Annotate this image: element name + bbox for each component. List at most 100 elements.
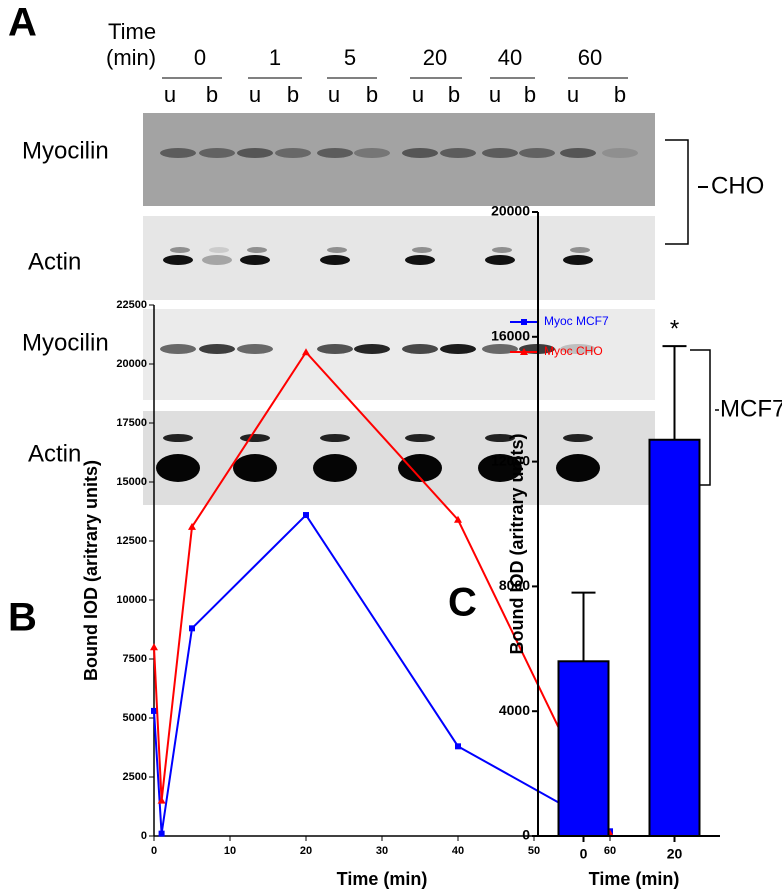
band <box>313 454 357 482</box>
band <box>440 344 476 354</box>
bracket <box>665 139 689 245</box>
band <box>237 344 273 354</box>
lane-label: b <box>287 82 299 107</box>
marker <box>158 830 165 837</box>
y-axis-title: Bound IOD (aritrary units) <box>81 460 101 681</box>
blot <box>143 309 655 400</box>
group-label: CHO <box>711 172 764 199</box>
band <box>485 255 515 265</box>
lane-label: u <box>567 82 579 107</box>
time-label: Time <box>108 19 156 44</box>
lane-label: u <box>412 82 424 107</box>
marker <box>188 522 196 530</box>
panel-label: A <box>8 1 37 45</box>
band <box>199 148 235 158</box>
band <box>320 255 350 265</box>
y-tick-label: 5000 <box>123 712 147 724</box>
marker <box>455 743 461 750</box>
marker <box>150 643 158 651</box>
band <box>354 148 390 158</box>
band <box>402 344 438 354</box>
band <box>237 148 273 158</box>
time-value: 5 <box>344 45 356 70</box>
marker <box>151 707 157 714</box>
lane-label: b <box>448 82 460 107</box>
band <box>602 148 638 158</box>
band <box>482 148 518 158</box>
x-tick-label: 50 <box>528 845 540 857</box>
band <box>202 255 232 265</box>
x-tick-label: 0 <box>151 845 157 857</box>
lane-label: b <box>524 82 536 107</box>
lane-label: u <box>328 82 340 107</box>
marker <box>303 512 309 519</box>
y-tick-label: 20000 <box>116 358 147 370</box>
band <box>563 255 593 265</box>
band <box>160 148 196 158</box>
y-tick-label: 17500 <box>116 417 147 429</box>
y-tick-label: 15000 <box>116 476 147 488</box>
band <box>478 454 522 482</box>
row-label: Myocilin <box>22 137 109 164</box>
marker <box>189 625 195 632</box>
marker <box>454 515 462 523</box>
band <box>405 255 435 265</box>
band <box>485 434 515 442</box>
band <box>570 247 590 253</box>
band <box>317 344 353 354</box>
x-tick-label: 30 <box>376 845 388 857</box>
row-label: Myocilin <box>22 329 109 356</box>
band <box>170 247 190 253</box>
band <box>209 247 229 253</box>
legend-marker <box>520 348 528 355</box>
y-tick-label: 22500 <box>116 299 147 311</box>
band <box>405 434 435 442</box>
y-tick-label: 12000 <box>491 452 530 468</box>
series-line <box>153 513 611 834</box>
x-tick-label: 0 <box>580 846 588 862</box>
group-label: MCF7 <box>720 395 782 422</box>
time-value: 20 <box>423 45 447 70</box>
y-tick-label: 7500 <box>123 653 147 665</box>
lane-label: u <box>249 82 261 107</box>
lane-label: u <box>164 82 176 107</box>
series-line <box>153 350 611 835</box>
band <box>275 148 311 158</box>
x-tick-label: 60 <box>604 845 616 857</box>
band <box>354 344 390 354</box>
band <box>317 148 353 158</box>
blot <box>143 113 655 206</box>
annotation: * <box>670 316 679 343</box>
x-tick-label: 20 <box>667 846 683 862</box>
marker <box>157 796 166 804</box>
unit-label: (min) <box>106 45 156 70</box>
y-tick-label: 20000 <box>491 203 530 219</box>
bar <box>648 438 701 837</box>
row-label: Actin <box>28 440 81 467</box>
band <box>163 255 193 265</box>
band <box>240 255 270 265</box>
legend-label: Myoc CHO <box>544 344 603 358</box>
x-tick-label: 40 <box>452 845 464 857</box>
band <box>163 434 193 442</box>
x-axis-title: Time (min) <box>337 869 428 889</box>
lane-label: b <box>206 82 218 107</box>
y-tick-label: 10000 <box>116 594 147 606</box>
y-tick-label: 16000 <box>491 328 530 344</box>
band <box>160 344 196 354</box>
band <box>519 148 555 158</box>
x-tick-label: 20 <box>300 845 312 857</box>
lane-label: b <box>614 82 626 107</box>
band <box>402 148 438 158</box>
row-label: Actin <box>28 248 81 275</box>
y-tick-label: 0 <box>141 830 147 842</box>
x-axis-title: Time (min) <box>589 869 680 889</box>
band <box>156 454 200 482</box>
band <box>327 247 347 253</box>
y-tick-label: 8000 <box>499 577 530 593</box>
y-tick-label: 0 <box>522 827 530 843</box>
x-tick-label: 10 <box>224 845 236 857</box>
band <box>563 434 593 442</box>
band <box>240 434 270 442</box>
panel-label: B <box>8 596 37 640</box>
